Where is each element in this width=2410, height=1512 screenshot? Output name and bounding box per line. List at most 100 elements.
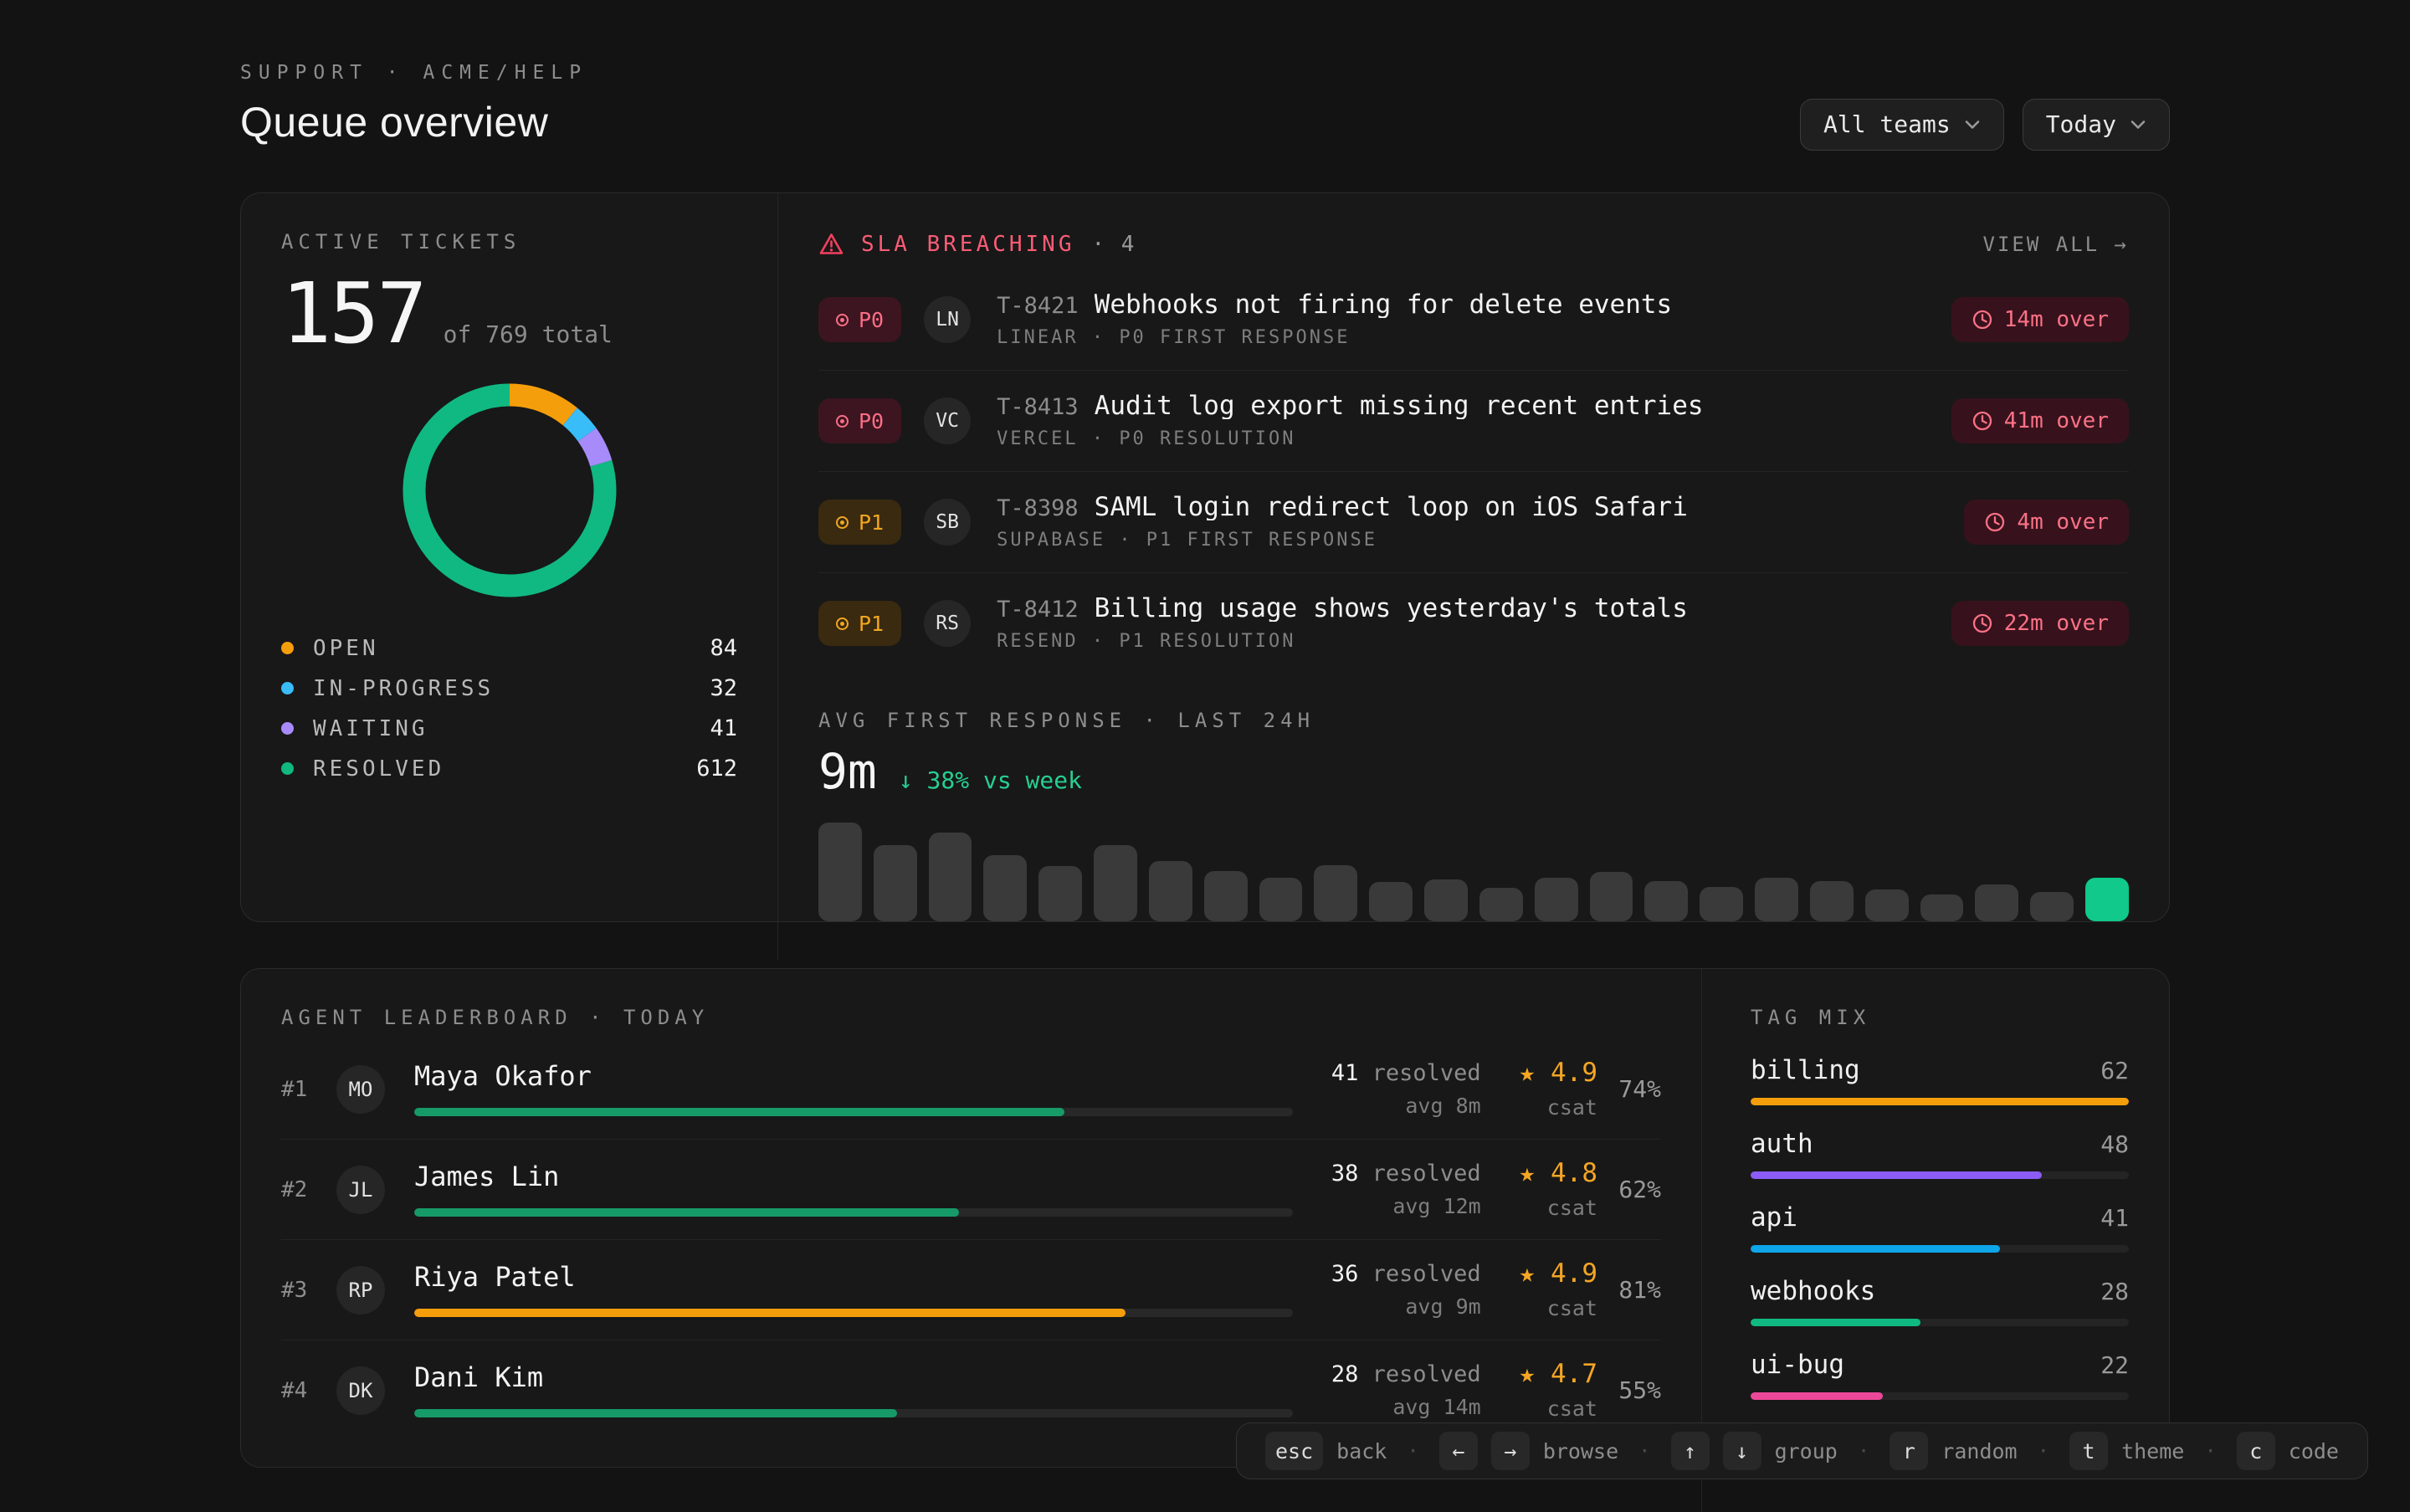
legend-label: IN-PROGRESS — [313, 675, 495, 701]
ticket-meta: SUPABASE · P1 FIRST RESPONSE — [997, 530, 1377, 551]
chevron-down-icon — [2131, 120, 2146, 129]
overdue-badge: 4m over — [1964, 500, 2129, 545]
clock-icon — [1972, 613, 1992, 633]
shortcut-theme: t theme — [2069, 1432, 2184, 1470]
response-bar-chart — [818, 823, 2129, 921]
resolved-line: 38 resolved — [1331, 1161, 1481, 1187]
agent-row[interactable]: #4 DK Dani Kim 28 resolved avg 14m ★ 4.7 csat 5… — [281, 1340, 1661, 1440]
key-theme[interactable]: t — [2069, 1432, 2109, 1470]
teams-filter-dropdown[interactable]: All teams — [1799, 99, 2004, 151]
avatar: RP — [336, 1265, 385, 1315]
tag-count: 62 — [2100, 1057, 2129, 1084]
ticket-title-line: T-8398 SAML login redirect loop on iOS Sa… — [997, 495, 1964, 520]
agent-row[interactable]: #1 MO Maya Okafor 41 resolved avg 8m ★ 4.9 csa… — [281, 1039, 1661, 1139]
priority-badge-p0: P0 — [818, 297, 902, 342]
donut-segment-resolved — [403, 383, 616, 597]
legend-dot-icon — [281, 642, 294, 654]
tag-row-billing[interactable]: billing 62 — [1751, 1058, 2129, 1105]
ticket-id: T-8421 — [997, 293, 1079, 319]
key-group[interactable]: ↑ — [1670, 1432, 1710, 1470]
key-browse[interactable]: ← — [1438, 1432, 1478, 1470]
avatar: LN — [924, 296, 972, 343]
agent-name: Riya Patel — [414, 1260, 576, 1293]
sla-header: SLA BREACHING · 4 VIEW ALL → — [818, 232, 2129, 256]
response-bar — [1479, 888, 1523, 921]
legend-row-in-progress: IN-PROGRESS 32 — [281, 677, 737, 700]
priority-badge-p1: P1 — [818, 601, 902, 646]
priority-icon — [836, 414, 849, 428]
csat-label: csat — [1546, 1296, 1597, 1320]
agent-rank: #3 — [281, 1277, 308, 1303]
response-bar — [1700, 887, 1744, 921]
overdue-label: 22m over — [2003, 611, 2109, 636]
csat-label: csat — [1546, 1095, 1597, 1120]
shortcut-random: r random — [1890, 1432, 2018, 1470]
resolved-line: 28 resolved — [1331, 1361, 1481, 1387]
avg-time: avg 12m — [1392, 1194, 1481, 1218]
ticket-title-line: T-8412 Billing usage shows yesterday's to… — [997, 596, 1951, 622]
view-all-link[interactable]: VIEW ALL → — [1982, 232, 2129, 256]
tag-row-ui-bug[interactable]: ui-bug 22 — [1751, 1352, 2129, 1400]
clock-icon — [1972, 310, 1992, 330]
response-bar — [928, 833, 972, 921]
key-browse[interactable]: → — [1490, 1432, 1530, 1470]
shortcut-separator: · — [2204, 1439, 2217, 1463]
shortcut-separator: · — [1857, 1439, 1870, 1463]
response-bar — [1975, 884, 2019, 921]
ticket-title: Webhooks not firing for delete events — [1094, 292, 1673, 318]
tag-bar-fill — [1751, 1319, 1921, 1326]
clock-icon — [1972, 411, 1992, 431]
csat-label: csat — [1546, 1397, 1597, 1421]
clock-icon — [1986, 512, 2005, 532]
tag-list: billing62auth48api41webhooks28ui-bug22pe… — [1751, 1058, 2129, 1474]
tag-row-webhooks[interactable]: webhooks 28 — [1751, 1279, 2129, 1326]
sla-title: SLA BREACHING — [861, 231, 1075, 257]
key-random[interactable]: r — [1890, 1432, 1929, 1470]
avg-response-label: AVG FIRST RESPONSE · LAST 24H — [818, 709, 1315, 732]
active-count: 157 — [281, 264, 428, 362]
agent-percent: 62% — [1618, 1175, 1661, 1203]
legend-row-waiting: WAITING 41 — [281, 717, 737, 740]
tag-row-api[interactable]: api 41 — [1751, 1205, 2129, 1253]
agent-row[interactable]: #3 RP Riya Patel 36 resolved avg 9m ★ 4.9 csat… — [281, 1239, 1661, 1340]
response-bar — [1148, 861, 1192, 921]
agent-main: James Lin — [414, 1163, 1293, 1217]
active-total-suffix: of 769 total — [443, 320, 613, 348]
priority-label: P0 — [859, 307, 885, 332]
tag-line: ui-bug 22 — [1751, 1352, 2129, 1378]
agent-rank: #4 — [281, 1377, 308, 1403]
sla-count: · 4 — [1091, 231, 1136, 257]
key-back[interactable]: esc — [1264, 1432, 1324, 1470]
ticket-id: T-8413 — [997, 394, 1079, 420]
leaderboard-panel: AGENT LEADERBOARD · TODAY #1 MO Maya Okafo… — [241, 969, 1702, 1512]
agent-rank: #1 — [281, 1076, 308, 1102]
sla-ticket-row[interactable]: P0 LN T-8421 Webhooks not firing for delete… — [818, 269, 2129, 370]
sla-ticket-row[interactable]: P1 RS T-8412 Billing usage shows yesterday'… — [818, 572, 2129, 674]
avatar: VC — [924, 397, 972, 444]
page-header: SUPPORT · ACME/HELP Queue overview All t… — [240, 64, 2170, 151]
ticket-meta: VERCEL · P0 RESOLUTION — [997, 428, 1296, 449]
tag-line: webhooks 28 — [1751, 1279, 2129, 1304]
avg-response-delta: ↓ 38% vs week — [898, 766, 1082, 794]
tag-bar-track — [1751, 1245, 2129, 1253]
sla-ticket-row[interactable]: P0 VC T-8413 Audit log export missing recen… — [818, 370, 2129, 471]
tag-row-auth[interactable]: auth 48 — [1751, 1131, 2129, 1179]
response-bar-current — [2085, 878, 2129, 921]
ticket-main: T-8398 SAML login redirect loop on iOS Sa… — [997, 495, 1964, 550]
agent-row[interactable]: #2 JL James Lin 38 resolved avg 12m ★ 4.8 csat… — [281, 1139, 1661, 1239]
response-bar — [1094, 845, 1137, 921]
avatar: JL — [336, 1165, 385, 1214]
key-code[interactable]: c — [2236, 1432, 2275, 1470]
date-filter-dropdown[interactable]: Today — [2022, 99, 2170, 151]
avatar: RS — [924, 600, 972, 647]
sla-panel: SLA BREACHING · 4 VIEW ALL → P0 LN T-8421 W… — [778, 193, 2169, 960]
sla-ticket-row[interactable]: P1 SB T-8398 SAML login redirect loop on iO… — [818, 471, 2129, 572]
overview-card: ACTIVE TICKETS 157 of 769 total OPEN 84 IN… — [240, 192, 2170, 960]
key-group[interactable]: ↓ — [1722, 1432, 1761, 1470]
agent-progress-track — [414, 1308, 1293, 1317]
response-bar — [1038, 866, 1083, 921]
agent-main: Maya Okafor — [414, 1063, 1293, 1116]
avg-response-value: 9m — [818, 743, 877, 800]
tag-bar-fill — [1751, 1245, 2001, 1253]
response-bar — [1259, 878, 1303, 921]
